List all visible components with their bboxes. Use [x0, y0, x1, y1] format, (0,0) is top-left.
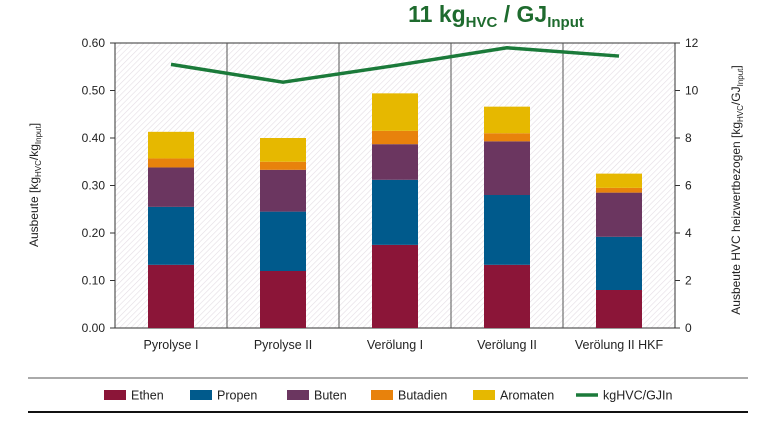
legend-item-buten: Buten: [287, 389, 347, 403]
y-left-tick-label: 0.40: [82, 131, 106, 145]
legend-swatch: [287, 390, 309, 400]
bar-segment-buten: [484, 141, 530, 195]
legend-label: Aromaten: [500, 389, 554, 403]
legend-label: kgHVC/GJIn: [603, 389, 673, 403]
bar-segment-butadien: [484, 133, 530, 142]
legend-label: Butadien: [398, 389, 447, 403]
y-left-tick-label: 0.50: [82, 84, 106, 98]
bar-segment-buten: [372, 144, 418, 180]
bar-segment-butadien: [148, 158, 194, 168]
y-right-tick-label: 0: [685, 321, 692, 335]
y-left-tick-label: 0.10: [82, 274, 106, 288]
bar-segment-aromaten: [596, 173, 642, 188]
legend-swatch: [190, 390, 212, 400]
legend-swatch: [473, 390, 495, 400]
bar-segment-butadien: [596, 187, 642, 193]
y-right-tick-label: 4: [685, 226, 692, 240]
legend-item-aromaten: Aromaten: [473, 389, 554, 403]
bar-segment-ethen: [596, 290, 642, 328]
y-right-tick-label: 12: [685, 36, 699, 50]
legend-item-ethen: Ethen: [104, 389, 164, 403]
legend-swatch: [104, 390, 126, 400]
legend-label: Propen: [217, 389, 257, 403]
y-right-tick-label: 6: [685, 179, 692, 193]
bar-segment-propen: [260, 211, 306, 271]
bar-segment-aromaten: [260, 138, 306, 162]
x-category-label: Verölung II: [477, 338, 537, 352]
bar-segment-butadien: [372, 130, 418, 145]
y-left-tick-label: 0.00: [82, 321, 106, 335]
y-left-tick-label: 0.20: [82, 226, 106, 240]
bar-segment-ethen: [484, 264, 530, 328]
bar-segment-buten: [148, 167, 194, 207]
bar-segment-aromaten: [148, 131, 194, 159]
bar-segment-propen: [596, 236, 642, 290]
x-category-label: Pyrolyse I: [144, 338, 199, 352]
y-axis-right-label: Ausbeute HVC heizwertbezogen [kgHVC/GJIn…: [729, 65, 745, 314]
y-right-tick-label: 2: [685, 274, 692, 288]
chart-title: 11 kgHVC / GJInput: [408, 1, 584, 31]
y-right-tick-label: 10: [685, 84, 699, 98]
legend-item-propen: Propen: [190, 389, 257, 403]
legend-item-kghvc-gjin: kgHVC/GJIn: [576, 389, 673, 403]
x-category-label: Verölung I: [367, 338, 423, 352]
bar-segment-buten: [260, 169, 306, 212]
bar-segment-ethen: [372, 244, 418, 328]
bar-segment-propen: [148, 206, 194, 265]
legend-label: Ethen: [131, 389, 164, 403]
bar-segment-propen: [372, 179, 418, 245]
bar-segment-ethen: [260, 271, 306, 328]
bar-segment-ethen: [148, 264, 194, 328]
y-left-tick-label: 0.60: [82, 36, 106, 50]
legend-label: Buten: [314, 389, 347, 403]
y-axis-left-label: Ausbeute [kgHVC/kgInput]: [27, 123, 43, 247]
legend-swatch: [371, 390, 393, 400]
bar-segment-buten: [596, 192, 642, 237]
y-right-tick-label: 8: [685, 131, 692, 145]
y-left-tick-label: 0.30: [82, 179, 106, 193]
bar-segment-butadien: [260, 161, 306, 170]
bar-segment-propen: [484, 195, 530, 265]
x-category-label: Verölung II HKF: [575, 338, 664, 352]
bar-segment-aromaten: [484, 106, 530, 134]
legend-item-butadien: Butadien: [371, 389, 447, 403]
x-category-label: Pyrolyse II: [254, 338, 312, 352]
line-series-kghvc-gjin: [170, 46, 620, 84]
bar-segment-aromaten: [372, 93, 418, 131]
